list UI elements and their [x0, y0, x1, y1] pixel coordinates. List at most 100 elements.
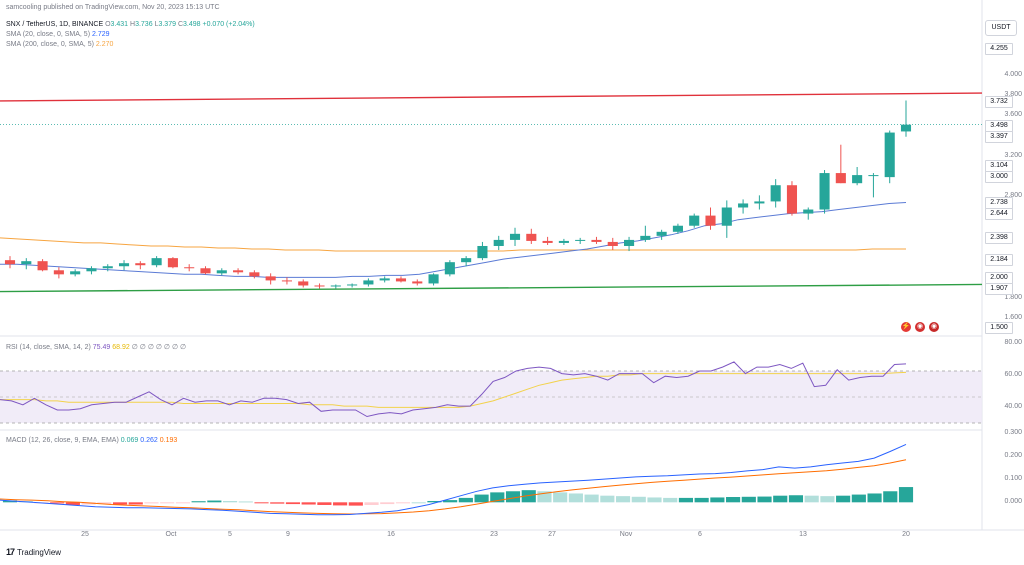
- sma20-label: SMA (20, close, 0, SMA, 5): [6, 31, 91, 38]
- macd-histogram-bar: [615, 496, 631, 503]
- macd-histogram-bar: [757, 496, 772, 503]
- time-tick: Oct: [165, 531, 177, 538]
- macd-histogram-bar: [568, 493, 583, 503]
- sma20-legend[interactable]: SMA (20, close, 0, SMA, 5) 2.729: [6, 31, 110, 38]
- candle-body: [395, 278, 407, 282]
- candle-body: [542, 240, 553, 243]
- candle-body: [102, 266, 113, 269]
- event-flag-icon[interactable]: ◉: [915, 322, 925, 332]
- candle-body: [412, 281, 423, 284]
- macd-histogram-bar: [207, 500, 222, 503]
- price-badge: 1.500: [985, 322, 1013, 334]
- price-tick: 3.800: [1004, 91, 1022, 98]
- candle-body: [819, 173, 830, 210]
- macd-legend[interactable]: MACD (12, 26, close, 9, EMA, EMA) 0.069 …: [6, 437, 177, 444]
- tradingview-logo[interactable]: 17 TradingView: [6, 547, 61, 557]
- time-tick: 23: [490, 531, 498, 538]
- candle-body: [509, 233, 521, 240]
- macd-histogram-bar: [883, 491, 898, 503]
- candle-body: [754, 201, 765, 204]
- candle-body: [738, 203, 749, 208]
- candle-body: [444, 262, 455, 275]
- sma20-value: 2.729: [91, 31, 110, 38]
- macd-histogram-bar: [270, 502, 285, 504]
- macd-histogram-bar: [631, 496, 646, 503]
- sma200-legend[interactable]: SMA (200, close, 0, SMA, 5) 2.270: [6, 41, 113, 48]
- high-value: 3.736: [135, 21, 153, 28]
- rsi-legend[interactable]: RSI (14, close, SMA, 14, 2) 75.49 68.92 …: [6, 343, 186, 351]
- macd-histogram-bar: [647, 497, 662, 503]
- currency-button[interactable]: USDT: [985, 20, 1017, 36]
- rsi-tick: 80.00: [1004, 339, 1022, 346]
- high-label: H: [130, 21, 136, 28]
- change-value: +0.070 (+2.04%): [202, 21, 255, 28]
- price-tick: 4.000: [1004, 71, 1022, 78]
- price-badge: 2.184: [985, 254, 1013, 266]
- publisher-line: samcooling published on TradingView.com,…: [6, 4, 220, 11]
- candle-body: [656, 231, 667, 236]
- candle-body: [53, 270, 64, 275]
- macd-histogram-bar: [380, 502, 395, 505]
- price-badge: 1.907: [985, 283, 1013, 295]
- macd-histogram-bar: [898, 487, 914, 503]
- macd-histogram-bar: [788, 495, 804, 503]
- time-tick: 16: [387, 531, 395, 538]
- macd-tick: 0.300: [1004, 429, 1022, 436]
- event-flash-icon[interactable]: ⚡: [901, 322, 911, 332]
- macd-histogram-bar: [490, 492, 505, 503]
- candle-body: [184, 267, 195, 269]
- resistance-trendline: [0, 92, 983, 102]
- rsi-empty-values: ∅ ∅ ∅ ∅ ∅ ∅ ∅: [131, 344, 187, 351]
- candle-body: [884, 132, 895, 178]
- candle-body: [575, 239, 586, 241]
- macd-histogram-bar: [191, 501, 206, 503]
- candle-body: [70, 271, 81, 275]
- close-value: 3.498: [183, 21, 201, 28]
- macd-histogram-bar: [694, 497, 709, 503]
- sma200-label: SMA (200, close, 0, SMA, 5): [6, 41, 94, 48]
- macd-histogram-bar: [537, 491, 552, 503]
- macd-histogram-bar: [458, 497, 473, 503]
- macd-histogram-bar: [474, 494, 489, 503]
- tradingview-logo-text: TradingView: [17, 547, 62, 557]
- candle-body: [233, 270, 244, 273]
- rsi-ma-value: 68.92: [112, 344, 130, 351]
- macd-histogram-bar: [238, 501, 253, 503]
- time-tick: 20: [902, 531, 910, 538]
- candle-body: [493, 239, 504, 246]
- candle-body: [705, 215, 716, 226]
- price-tick: 3.200: [1004, 152, 1022, 159]
- low-value: 3.379: [158, 21, 176, 28]
- macd-histogram-bar: [222, 500, 238, 503]
- candle-body: [167, 258, 178, 268]
- macd-histogram-bar: [820, 496, 835, 503]
- time-tick: 13: [799, 531, 807, 538]
- event-flag-icon[interactable]: ◉: [929, 322, 939, 332]
- macd-histogram-bar: [678, 497, 694, 503]
- time-tick: 27: [548, 531, 556, 538]
- candle-body: [379, 278, 390, 281]
- candle-body: [363, 280, 374, 285]
- price-badge: 4.255: [985, 43, 1013, 55]
- macd-line: [0, 443, 907, 516]
- rsi-tick: 40.00: [1004, 403, 1022, 410]
- macd-histogram-bar: [600, 495, 615, 503]
- macd-signal-line: [0, 459, 907, 515]
- candle-body: [200, 268, 211, 274]
- symbol-name: SNX / TetherUS, 1D, BINANCE: [6, 21, 104, 28]
- price-tick: 1.600: [1004, 314, 1022, 321]
- price-tick: 3.600: [1004, 111, 1022, 118]
- tradingview-logo-icon: 17: [6, 547, 15, 557]
- candle-body: [347, 284, 358, 286]
- symbol-legend[interactable]: SNX / TetherUS, 1D, BINANCE O3.431 H3.73…: [6, 21, 255, 28]
- macd-line-value: 0.262: [140, 437, 158, 444]
- candle-body: [640, 235, 651, 240]
- candle-body: [526, 233, 537, 241]
- price-tick: 1.800: [1004, 294, 1022, 301]
- macd-tick: 0.200: [1004, 452, 1022, 459]
- rsi-ma-line: [0, 371, 907, 408]
- time-tick: 5: [228, 531, 232, 538]
- macd-histogram-bar: [741, 496, 756, 503]
- macd-histogram-bar: [333, 502, 348, 506]
